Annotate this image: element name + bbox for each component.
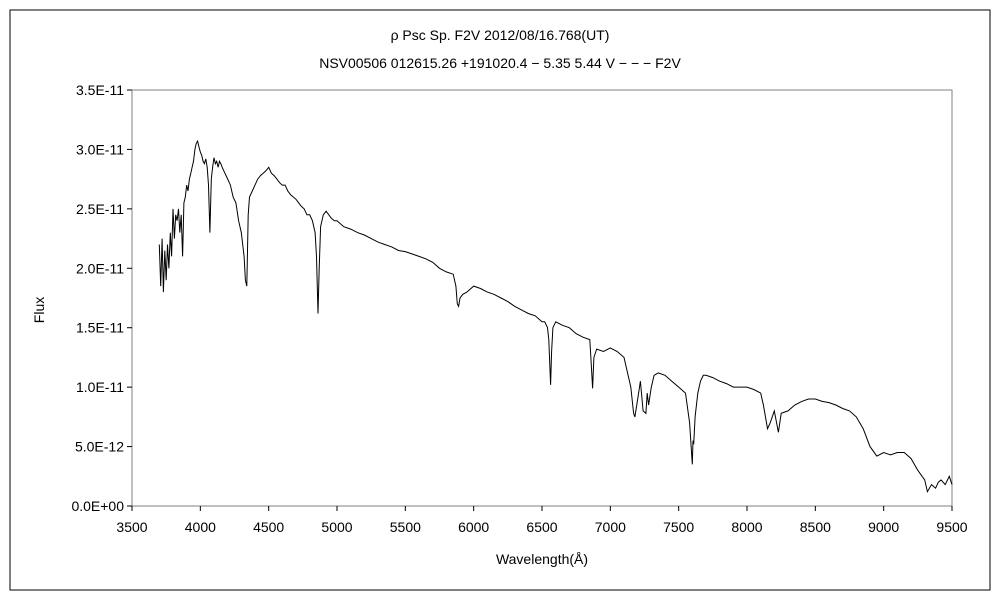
x-tick-label: 4000 (185, 519, 216, 535)
x-tick-label: 9000 (868, 519, 899, 535)
y-tick-label: 1.5E-11 (76, 320, 124, 336)
x-tick-label: 9500 (936, 519, 967, 535)
x-tick-label: 5000 (321, 519, 352, 535)
x-tick-label: 5500 (390, 519, 421, 535)
x-tick-label: 6000 (458, 519, 489, 535)
plot-area (131, 89, 953, 507)
y-tick-label: 2.5E-11 (76, 201, 124, 217)
x-tick-label: 6500 (526, 519, 557, 535)
y-tick-label: 1.0E-11 (76, 379, 124, 395)
x-tick-label: 7500 (663, 519, 694, 535)
y-tick-label: 5.0E-12 (75, 439, 124, 455)
x-axis-ticks: 3500 4000 4500 5000 5500 6000 6500 7000 7500 8000… (116, 506, 968, 535)
x-tick-label: 3500 (116, 519, 147, 535)
y-tick-label: 2.0E-11 (76, 260, 124, 276)
y-tick-label: 3.0E-11 (76, 141, 124, 157)
y-tick-label: 0.0E+00 (71, 498, 124, 514)
chart-title: ρ Psc Sp. F2V 2012/08/16.768(UT) (391, 27, 610, 43)
x-tick-label: 8500 (800, 519, 831, 535)
x-tick-label: 7000 (595, 519, 626, 535)
x-axis-title: Wavelength(Å) (496, 551, 588, 567)
y-axis-ticks: 0.0E+00 5.0E-12 1.0E-11 1.5E-11 2.0E-11 2.5E-… (71, 82, 132, 514)
x-tick-label: 8000 (731, 519, 762, 535)
spectrum-series-line (158, 139, 953, 494)
chart-subtitle: NSV00506 012615.26 +191020.4 − 5.35 5.44… (319, 55, 681, 71)
y-tick-label: 3.5E-11 (76, 82, 124, 98)
y-axis-title: Flux (31, 297, 47, 323)
x-tick-label: 4500 (253, 519, 284, 535)
